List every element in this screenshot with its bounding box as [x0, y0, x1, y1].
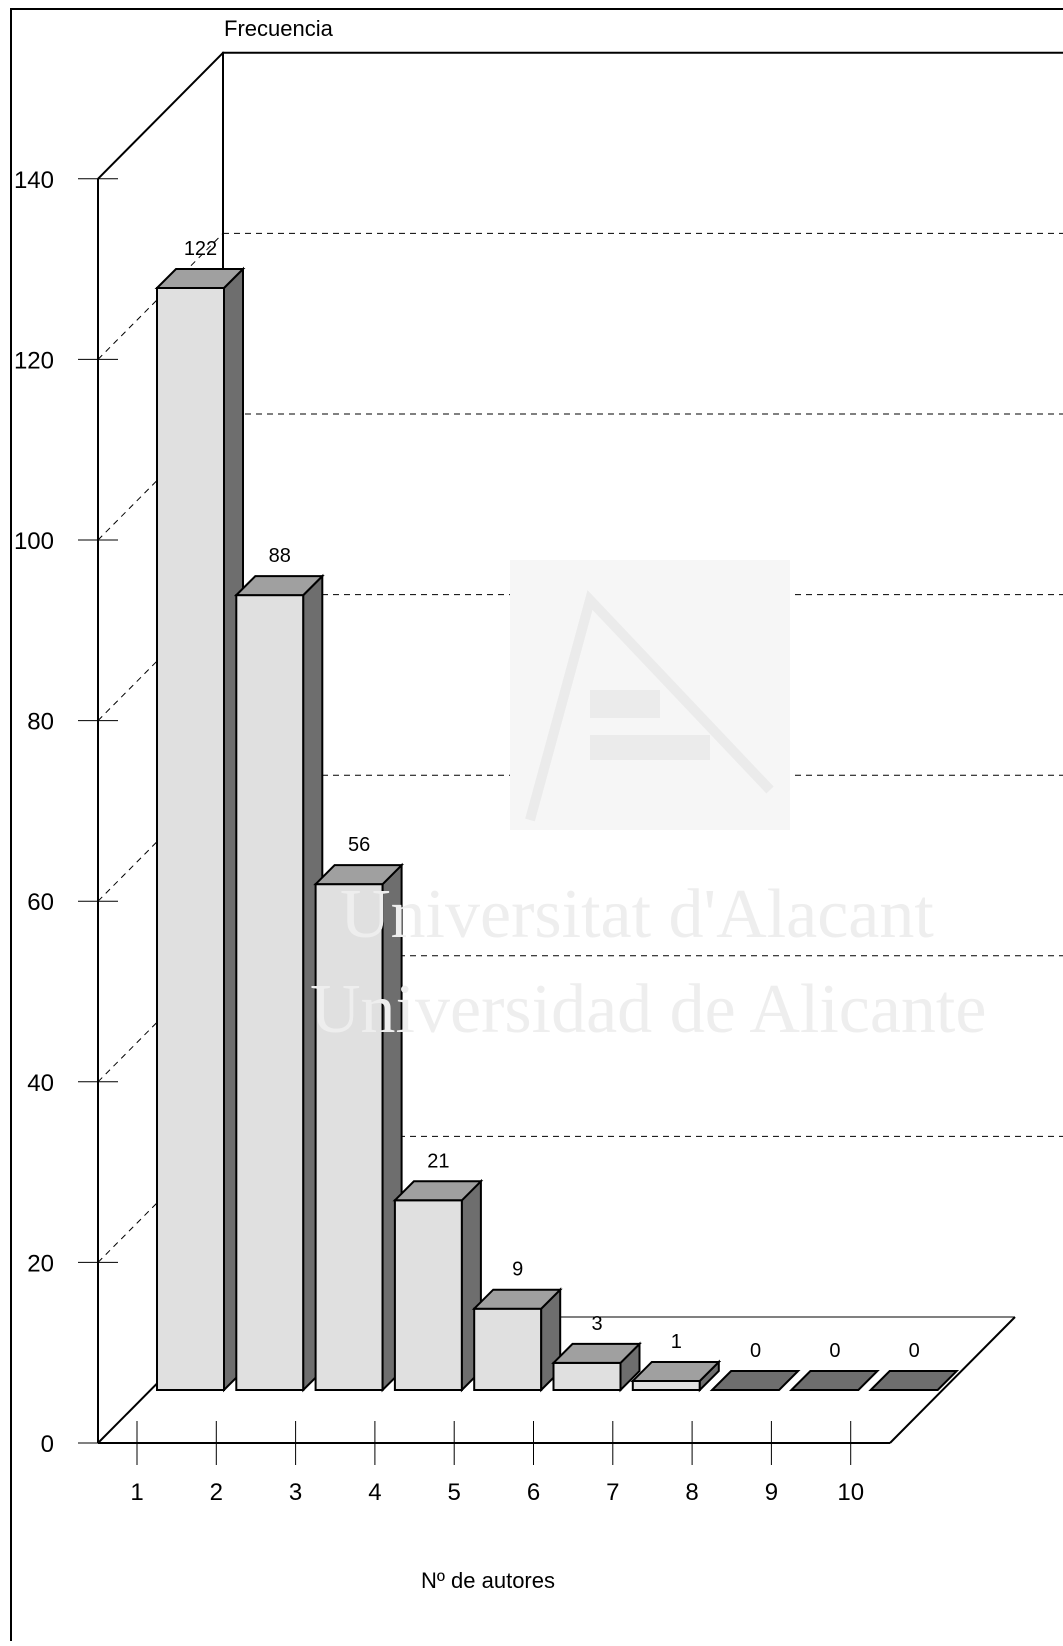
bar — [552, 1361, 622, 1391]
bar-top — [471, 1288, 563, 1310]
y-tick-label: 100 — [14, 528, 54, 555]
bar — [156, 287, 225, 1391]
data-label: 21 — [427, 1150, 449, 1172]
x-tick-label: 6 — [527, 1479, 540, 1506]
x-tick-label: 10 — [837, 1479, 864, 1506]
gridline-diagonal — [97, 52, 224, 180]
data-label: 0 — [829, 1340, 840, 1362]
x-tick-label: 8 — [685, 1479, 698, 1506]
y-tick-label: 120 — [14, 347, 54, 374]
bar — [314, 883, 384, 1391]
x-tick-label: 1 — [130, 1479, 143, 1506]
data-label: 0 — [750, 1340, 761, 1362]
bar — [868, 1370, 960, 1391]
y-tick-label: 40 — [27, 1070, 54, 1097]
bar-top — [313, 864, 405, 886]
bar-top — [154, 268, 246, 289]
x-tick-label: 9 — [765, 1479, 778, 1506]
x-axis-title: Nº de autores — [421, 1568, 555, 1593]
x-tick-label: 4 — [368, 1479, 381, 1506]
y-tick-label: 20 — [27, 1250, 54, 1277]
x-tick-label: 5 — [448, 1479, 461, 1506]
y-tick-label: 60 — [27, 889, 54, 916]
x-tick-label: 7 — [606, 1479, 619, 1506]
data-label: 122 — [184, 238, 217, 260]
bar-top — [630, 1360, 722, 1382]
x-tick-label: 2 — [210, 1479, 223, 1506]
bar-top — [233, 575, 325, 597]
y-axis-title: Frecuencia — [224, 16, 334, 41]
bar — [631, 1379, 701, 1391]
data-label: 1 — [671, 1331, 682, 1353]
data-label: 0 — [909, 1340, 920, 1362]
data-label: 88 — [269, 545, 291, 567]
floor-right-edge — [889, 1316, 1016, 1444]
y-tick-label: 0 — [41, 1431, 54, 1458]
bar — [235, 594, 305, 1391]
y-tick-label: 80 — [27, 709, 54, 736]
data-label: 3 — [591, 1313, 602, 1335]
y-tick-label: 140 — [14, 167, 54, 194]
bar — [473, 1307, 543, 1392]
bar-top — [551, 1342, 642, 1364]
data-label: 9 — [512, 1259, 523, 1281]
bar-top — [392, 1180, 484, 1202]
bar — [709, 1370, 801, 1391]
x-tick-label: 3 — [289, 1479, 302, 1506]
data-label: 56 — [348, 834, 370, 856]
bar — [393, 1199, 463, 1392]
bar — [788, 1370, 880, 1391]
